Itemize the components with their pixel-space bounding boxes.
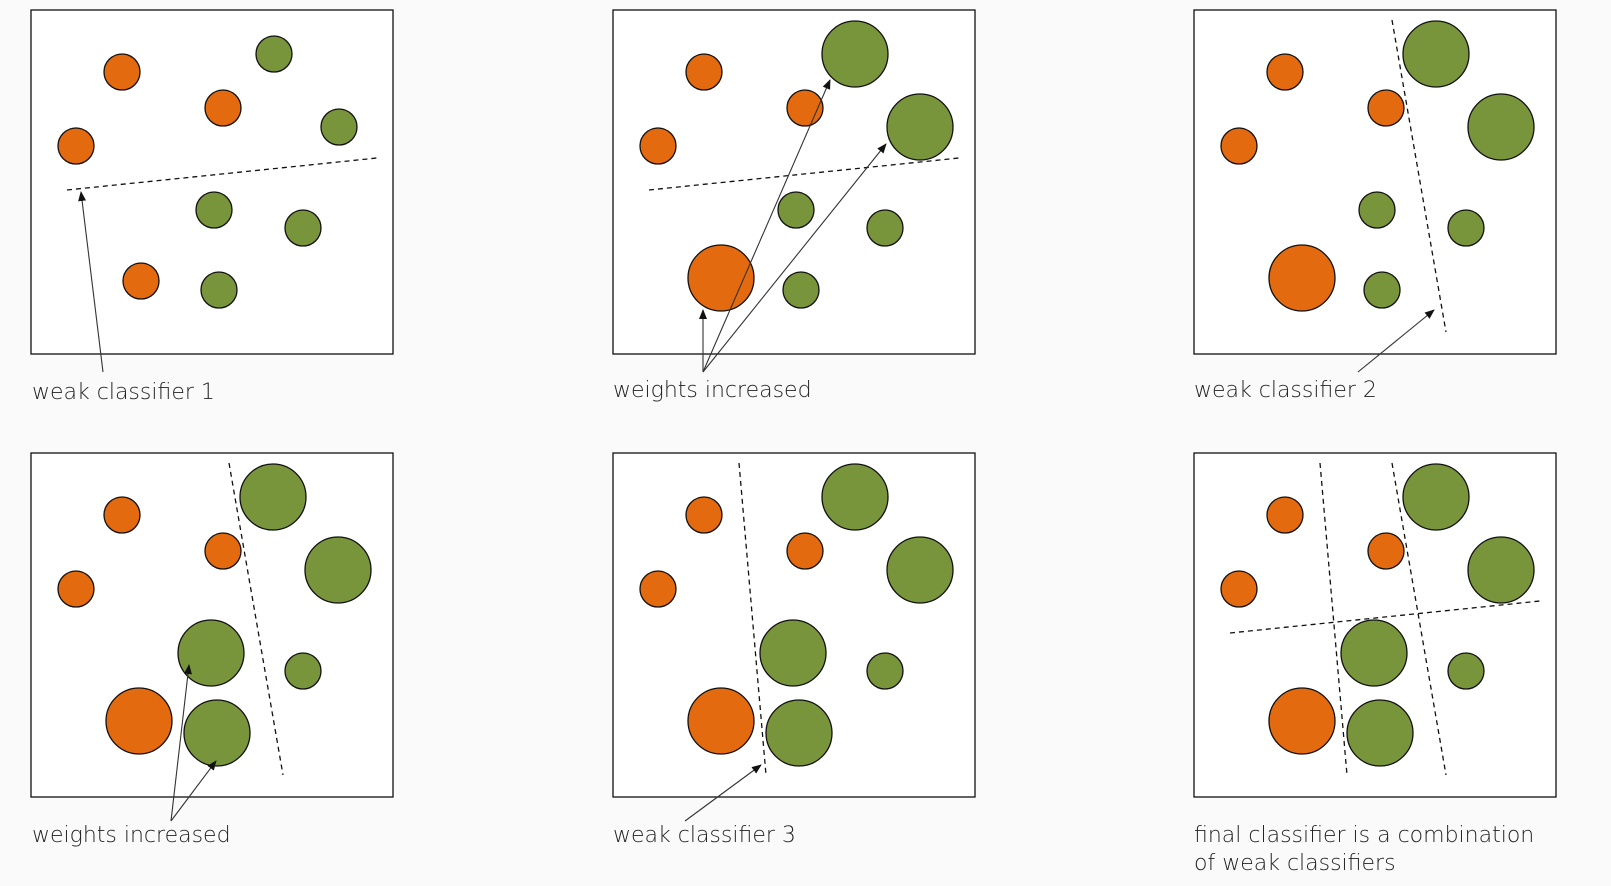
orange-point	[687, 687, 755, 755]
pointer-arrow	[170, 664, 192, 822]
orange-point	[687, 244, 755, 312]
green-point	[866, 209, 904, 247]
green-point	[1467, 536, 1535, 604]
green-point	[1358, 191, 1396, 229]
green-point	[886, 93, 954, 161]
green-point	[765, 699, 833, 767]
orange-point	[1266, 53, 1304, 91]
label-weak-classifier-3: weak classifier 3	[613, 823, 796, 848]
label-weak-classifier-1: weak classifier 1	[32, 380, 215, 405]
green-point	[782, 271, 820, 309]
weak-classifier-1-line	[66, 157, 378, 191]
orange-point	[1220, 127, 1258, 165]
orange-point	[1266, 496, 1304, 534]
orange-point	[1367, 532, 1405, 570]
green-point	[177, 619, 245, 687]
orange-point	[786, 532, 824, 570]
green-point	[183, 699, 251, 767]
orange-point	[1268, 687, 1336, 755]
green-point	[304, 536, 372, 604]
green-point	[1447, 652, 1485, 690]
orange-point	[1268, 244, 1336, 312]
green-point	[866, 652, 904, 690]
orange-point	[57, 570, 95, 608]
orange-point	[685, 496, 723, 534]
green-point	[1363, 271, 1401, 309]
orange-point	[105, 687, 173, 755]
weak-classifier-1-line	[1229, 600, 1541, 634]
green-point	[1447, 209, 1485, 247]
orange-point	[685, 53, 723, 91]
green-point	[759, 619, 827, 687]
green-point	[284, 652, 322, 690]
panel-p4	[30, 452, 394, 798]
weak-classifier-2-line	[228, 462, 284, 776]
label-weights-increased-bottom: weights increased	[32, 823, 231, 848]
orange-point	[639, 570, 677, 608]
orange-point	[103, 53, 141, 91]
weak-classifier-2-line	[1391, 462, 1447, 776]
panel-p5	[612, 452, 976, 798]
orange-point	[639, 127, 677, 165]
pointer-arrow	[1357, 309, 1435, 373]
orange-point	[204, 532, 242, 570]
pointer-arrow	[702, 143, 887, 373]
pointer-arrow	[684, 764, 762, 822]
green-point	[200, 271, 238, 309]
green-point	[1467, 93, 1535, 161]
green-point	[821, 463, 889, 531]
panel-p1	[30, 9, 394, 355]
green-point	[1346, 699, 1414, 767]
panel-p6	[1193, 452, 1557, 798]
panel-p2	[612, 9, 976, 355]
green-point	[320, 108, 358, 146]
label-weights-increased-top: weights increased	[613, 378, 812, 403]
pointer-arrow	[702, 79, 831, 373]
orange-point	[57, 127, 95, 165]
weak-classifier-2-line	[1391, 19, 1447, 333]
pointer-arrow	[170, 760, 217, 822]
green-point	[1402, 20, 1470, 88]
label-final-classifier-line1: final classifier is a combination	[1194, 823, 1535, 848]
green-point	[284, 209, 322, 247]
green-point	[1402, 463, 1470, 531]
green-point	[239, 463, 307, 531]
green-point	[195, 191, 233, 229]
orange-point	[1367, 89, 1405, 127]
orange-point	[103, 496, 141, 534]
panel-p3	[1193, 9, 1557, 355]
orange-point	[1220, 570, 1258, 608]
green-point	[255, 35, 293, 73]
green-point	[886, 536, 954, 604]
label-weak-classifier-2: weak classifier 2	[1194, 378, 1377, 403]
weak-classifier-3-line	[1319, 462, 1348, 776]
weak-classifier-3-line	[738, 462, 767, 776]
green-point	[777, 191, 815, 229]
label-final-classifier-line2: of weak classifiers	[1194, 851, 1396, 876]
orange-point	[204, 89, 242, 127]
green-point	[821, 20, 889, 88]
orange-point	[122, 262, 160, 300]
weak-classifier-1-line	[648, 157, 960, 191]
pointer-arrow	[78, 191, 104, 373]
green-point	[1340, 619, 1408, 687]
